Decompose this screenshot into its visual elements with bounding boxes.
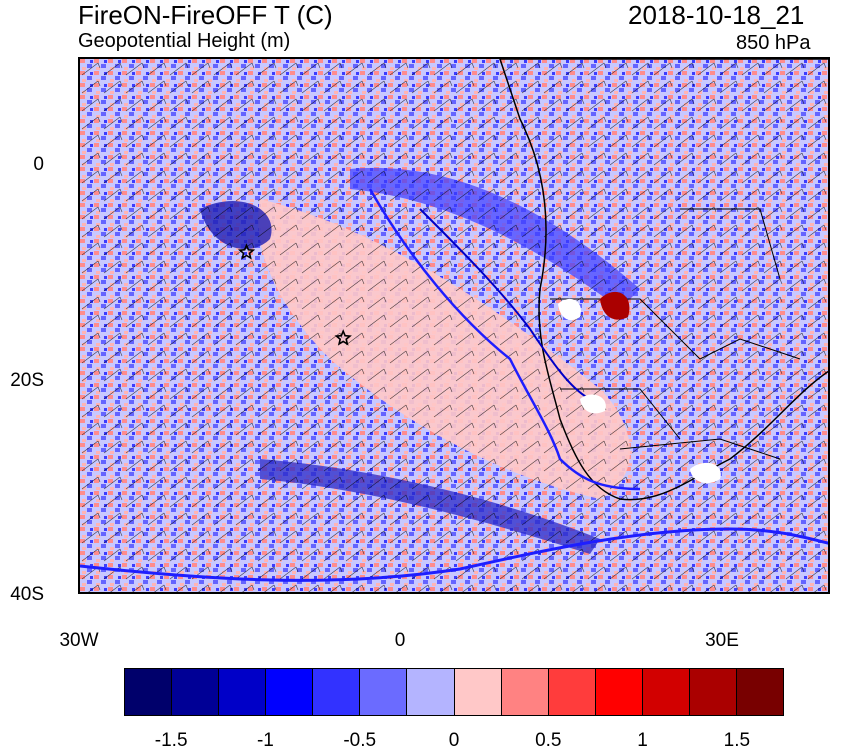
colorbar-swatch [689, 669, 738, 715]
lon-label-0: 0 [394, 630, 406, 651]
colorbar-swatch [172, 669, 220, 715]
colorbar-tick-label: 0.5 [535, 730, 562, 751]
colorbar-tick-label: 1.5 [723, 730, 751, 751]
hot-patch [600, 291, 630, 320]
plot-title: FireON-FireOFF T (C) [78, 0, 333, 30]
lon-label-30e: 30E [705, 630, 739, 651]
colorbar-swatch [642, 669, 690, 715]
colorbar-swatch [454, 669, 502, 715]
colorbar-swatch [125, 669, 173, 715]
colorbar-tick-label: 1 [637, 730, 648, 751]
star-marker [334, 329, 352, 346]
colorbar-swatch [360, 669, 408, 715]
country-borders [550, 208, 801, 460]
colorbar-swatch [266, 669, 314, 715]
colorbar-swatch [501, 669, 549, 715]
plot-subtitle: Geopotential Height (m) [78, 30, 291, 52]
lon-label-30w: 30W [59, 630, 99, 651]
pressure-level: 850 hPa [736, 32, 811, 54]
colorbar-swatch [219, 669, 267, 715]
colorbar-tick-label: 0 [448, 730, 460, 751]
colorbar-tick-label: -1.5 [154, 730, 188, 751]
lat-label-20s: 20S [10, 370, 44, 391]
lat-label-0: 0 [33, 154, 44, 175]
dry-patch-2 [580, 394, 606, 414]
dry-patch-3 [690, 462, 721, 484]
africa-coastline [499, 59, 828, 501]
marker-layer [237, 243, 352, 346]
valid-time: 2018-10-18_21 [628, 0, 805, 30]
colorbar-swatch [407, 669, 455, 715]
height-contour-2 [368, 188, 641, 491]
colorbar [124, 668, 784, 716]
height-contour-3 [419, 208, 591, 400]
colorbar-tick-label: -0.5 [343, 730, 377, 751]
map-frame [78, 57, 830, 594]
colorbar-tick-label: -1 [256, 730, 274, 751]
dry-patch-1 [558, 298, 581, 321]
colorbar-swatch [313, 669, 361, 715]
height-contour-1 [80, 527, 828, 582]
lat-label-40s: 40S [10, 584, 44, 605]
wind-barbs [80, 59, 828, 592]
colorbar-swatch [595, 669, 643, 715]
star-marker [237, 243, 256, 260]
map-field [80, 59, 828, 592]
colorbar-swatch [548, 669, 596, 715]
colorbar-swatch [737, 669, 784, 715]
